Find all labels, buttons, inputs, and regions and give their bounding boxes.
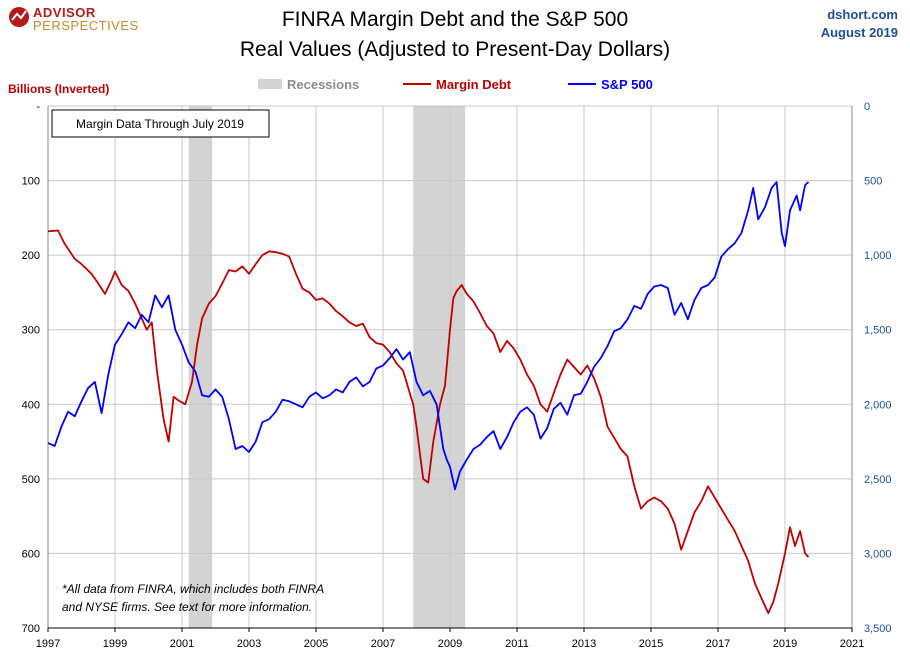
right-axis-tick-label: 3,500 <box>864 623 892 635</box>
x-axis-tick-label: 1997 <box>36 638 60 650</box>
x-axis-tick-label: 2013 <box>572 638 596 650</box>
logo-line1: ADVISOR <box>33 5 96 20</box>
x-axis-tick-label: 2015 <box>639 638 663 650</box>
advisor-perspectives-logo: ADVISOR PERSPECTIVES <box>8 6 139 32</box>
legend-swatch <box>258 79 282 89</box>
x-axis-tick-label: 2007 <box>371 638 395 650</box>
left-axis-tick-label: 200 <box>22 250 40 262</box>
chart-title: FINRA Margin Debt and the S&P 500 <box>281 8 629 31</box>
right-axis-tick-label: 3,000 <box>864 548 892 560</box>
left-axis-tick-label: 100 <box>22 176 40 188</box>
right-axis-tick-label: 2,000 <box>864 399 892 411</box>
x-axis-tick-label: 2003 <box>237 638 261 650</box>
footnote-line2: and NYSE firms. See text for more inform… <box>62 600 312 614</box>
legend-label: Margin Debt <box>436 77 512 92</box>
right-axis-tick-label: 2,500 <box>864 474 892 486</box>
left-axis-tick-label: 300 <box>22 325 40 337</box>
x-axis-tick-label: 2021 <box>840 638 864 650</box>
left-axis-tick-label: 400 <box>22 399 40 411</box>
source-label: dshort.com <box>827 7 898 22</box>
right-axis-tick-label: 1,500 <box>864 325 892 337</box>
right-axis-tick-label: 0 <box>864 101 870 113</box>
left-axis-label: Billions (Inverted) <box>8 82 109 96</box>
left-axis-tick-label: - <box>36 101 40 113</box>
recession-band <box>413 106 466 628</box>
left-axis-tick-label: 500 <box>22 474 40 486</box>
sp500-line <box>47 181 810 491</box>
right-axis-tick-label: 1,000 <box>864 250 892 262</box>
x-axis-tick-label: 2005 <box>304 638 328 650</box>
footnote-line1: *All data from FINRA, which includes bot… <box>62 582 324 596</box>
x-axis-tick-label: 2019 <box>773 638 797 650</box>
logo-mark-icon <box>9 7 29 27</box>
x-axis-tick-label: 2001 <box>170 638 194 650</box>
left-axis-tick-label: 600 <box>22 548 40 560</box>
margin-debt-line <box>47 229 810 614</box>
x-axis-tick-label: 2017 <box>706 638 730 650</box>
legend-label: Recessions <box>287 77 359 92</box>
x-axis-tick-label: 2011 <box>505 638 529 650</box>
chart-subtitle: Real Values (Adjusted to Present-Day Dol… <box>239 38 671 61</box>
legend-label: S&P 500 <box>601 77 653 92</box>
x-axis-tick-label: 1999 <box>103 638 127 650</box>
annotation-text: Margin Data Through July 2019 <box>76 117 244 131</box>
logo-line2: PERSPECTIVES <box>33 18 139 33</box>
x-axis-tick-label: 2009 <box>438 638 462 650</box>
recession-band <box>188 106 213 628</box>
date-label: August 2019 <box>820 25 898 40</box>
left-axis-tick-label: 700 <box>22 623 40 635</box>
annotation-box <box>51 109 270 138</box>
right-axis-tick-label: 500 <box>864 176 882 188</box>
